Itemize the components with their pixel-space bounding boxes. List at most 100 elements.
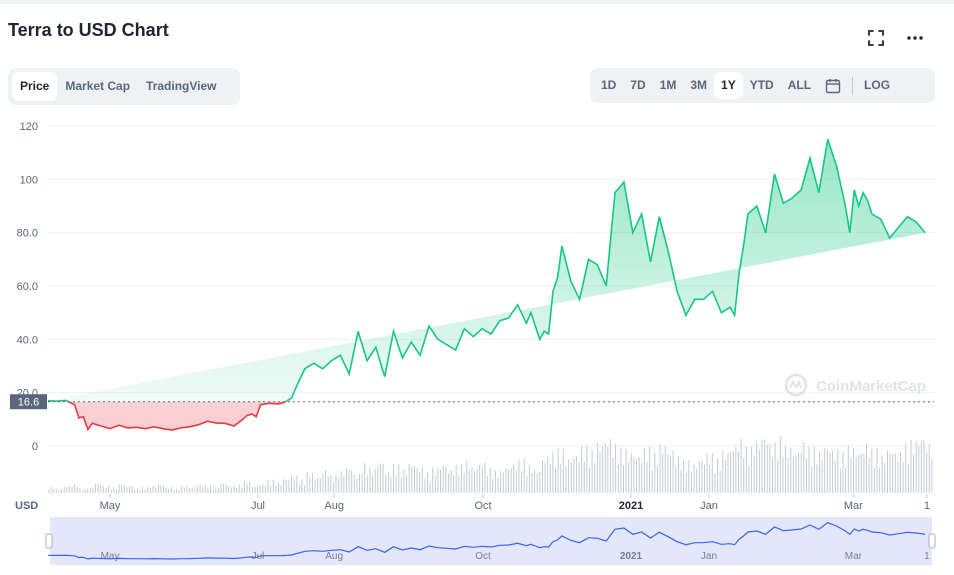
volume-bar <box>724 460 726 493</box>
volume-bar <box>643 448 645 493</box>
range-1y[interactable]: 1Y <box>714 72 743 99</box>
volume-bar <box>701 460 703 493</box>
volume-bar <box>792 456 794 493</box>
volume-bar <box>617 463 619 493</box>
volume-bar <box>471 467 473 493</box>
baseline-value: 16.6 <box>18 397 39 409</box>
volume-bar <box>403 469 405 493</box>
volume-bar <box>327 476 329 493</box>
volume-bar <box>309 478 311 493</box>
volume-bar <box>458 475 460 493</box>
volume-bar <box>364 463 366 493</box>
volume-bar <box>907 463 909 493</box>
volume-bar <box>230 487 232 493</box>
volume-bar <box>753 455 755 493</box>
volume-bar <box>819 452 820 493</box>
volume-bar <box>620 448 622 493</box>
volume-bar <box>168 488 170 493</box>
volume-bar <box>63 486 65 493</box>
volume-bar <box>521 471 523 493</box>
volume-bar <box>191 487 193 493</box>
volume-bar <box>340 471 342 493</box>
volume-bar <box>296 475 298 493</box>
navigator-line <box>47 522 926 560</box>
volume-bar <box>805 458 807 493</box>
volume-bar <box>108 485 110 493</box>
volume-bar <box>696 468 698 493</box>
tab-price[interactable]: Price <box>12 72 58 101</box>
range-7d[interactable]: 7D <box>630 78 646 92</box>
volume-bar <box>194 487 196 493</box>
range-3m[interactable]: 3M <box>690 78 708 92</box>
volume-bar <box>839 468 841 493</box>
navigator-tick-label: 1 <box>924 551 930 562</box>
chart-type-tabs: Price Market Cap TradingView <box>8 68 240 105</box>
volume-bar <box>873 468 875 493</box>
volume-bar <box>275 486 277 493</box>
volume-bar <box>176 488 178 493</box>
range-all[interactable]: ALL <box>787 78 812 92</box>
volume-bar <box>693 464 695 493</box>
volume-bar <box>487 475 489 493</box>
volume-bar <box>664 446 666 493</box>
range-1d[interactable]: 1D <box>601 78 617 92</box>
volume-bar <box>202 487 204 493</box>
volume-bar <box>199 484 201 493</box>
volume-bar <box>850 458 852 493</box>
tab-market-cap[interactable]: Market Cap <box>65 79 131 93</box>
fullscreen-icon[interactable] <box>864 26 888 50</box>
volume-bar <box>560 464 562 493</box>
volume-bar <box>424 479 426 493</box>
volume-bar <box>662 453 664 493</box>
volume-bar <box>758 449 760 493</box>
volume-bar <box>887 450 888 493</box>
volume-bar <box>215 487 217 493</box>
y-tick-label: 100 <box>20 174 38 186</box>
volume-bar <box>531 473 533 493</box>
page-title: Terra to USD Chart <box>8 20 169 40</box>
volume-bar <box>596 442 598 493</box>
volume-bar <box>547 457 549 493</box>
volume-bar <box>761 439 763 493</box>
volume-bar <box>278 482 279 493</box>
volume-bar <box>832 450 834 493</box>
grid-lines <box>48 125 934 447</box>
volume-bar <box>816 464 818 493</box>
volume-bar <box>769 444 771 493</box>
volume-bar <box>123 484 125 493</box>
volume-bar <box>612 457 614 493</box>
volume-bar <box>87 488 89 493</box>
volume-bar <box>853 447 854 493</box>
volume-bar <box>241 487 243 493</box>
volume-bar <box>923 440 925 493</box>
volume-bar <box>539 471 541 493</box>
more-dots-icon[interactable] <box>903 26 927 50</box>
tab-tradingview[interactable]: TradingView <box>146 79 217 93</box>
volume-bar <box>398 464 400 493</box>
volume-bar <box>518 459 520 493</box>
watermark: CoinMarketCap <box>784 373 926 397</box>
volume-bar <box>657 466 658 493</box>
volume-bar <box>434 475 436 493</box>
volume-bar <box>589 468 590 493</box>
volume-bar <box>84 488 86 493</box>
volume-bar <box>717 458 719 493</box>
range-1m[interactable]: 1M <box>659 78 677 92</box>
volume-bar <box>419 472 421 493</box>
volume-bar <box>390 477 392 493</box>
volume-bar <box>926 452 928 493</box>
navigator-tick-label: Mar <box>845 551 863 562</box>
log-toggle[interactable]: LOG <box>864 78 891 92</box>
volume-bar <box>638 457 640 493</box>
range-ytd[interactable]: YTD <box>749 78 774 92</box>
volume-bar <box>667 454 669 493</box>
navigator-handle-left <box>45 533 53 549</box>
calendar-icon[interactable] <box>818 72 848 99</box>
y-tick-label: 120 <box>20 121 38 133</box>
area-above-baseline <box>48 139 926 402</box>
volume-bar <box>147 487 149 493</box>
volume-bar <box>212 488 214 493</box>
x-tick-label: Jul <box>251 500 265 512</box>
volume-bar <box>745 446 747 493</box>
volume-bar <box>651 470 653 493</box>
